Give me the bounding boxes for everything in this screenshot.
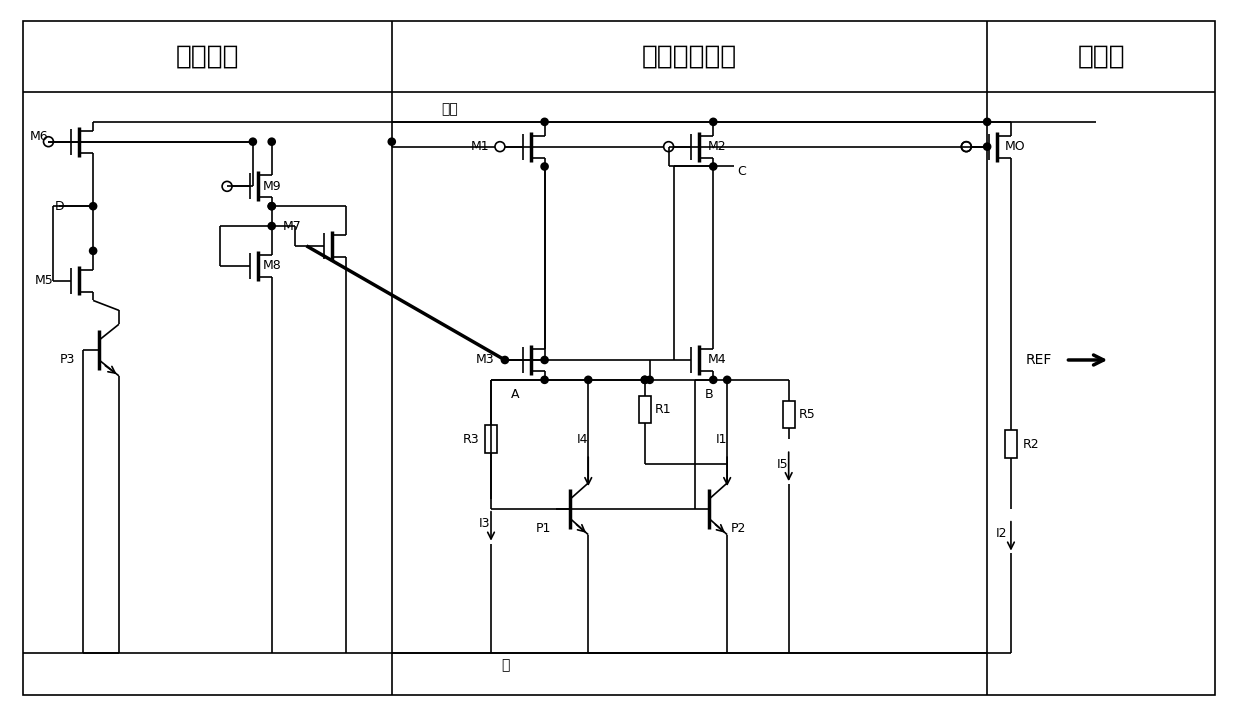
Text: M4: M4: [707, 353, 725, 366]
Circle shape: [89, 247, 97, 255]
Text: B: B: [704, 388, 713, 402]
Text: M9: M9: [263, 180, 281, 193]
Circle shape: [983, 118, 991, 125]
Circle shape: [268, 222, 275, 229]
Text: 基准产生电路: 基准产生电路: [642, 43, 737, 70]
Circle shape: [541, 376, 548, 384]
Circle shape: [249, 138, 257, 145]
Circle shape: [709, 118, 717, 125]
Text: M6: M6: [30, 130, 48, 143]
Text: C: C: [737, 165, 745, 178]
Bar: [1004, 430, 1017, 458]
Text: M1: M1: [471, 140, 490, 153]
Circle shape: [983, 143, 991, 150]
Text: REF: REF: [1025, 353, 1053, 367]
Bar: [485, 425, 497, 453]
Text: M3: M3: [476, 353, 495, 366]
Text: P2: P2: [732, 522, 746, 535]
Text: R5: R5: [799, 408, 816, 421]
Circle shape: [268, 203, 275, 209]
Text: M2: M2: [707, 140, 725, 153]
Circle shape: [646, 376, 653, 384]
Circle shape: [724, 376, 730, 384]
Circle shape: [388, 138, 396, 145]
Circle shape: [709, 376, 717, 384]
Text: I3: I3: [479, 517, 491, 530]
Text: R2: R2: [1023, 438, 1039, 451]
Text: I5: I5: [776, 457, 789, 470]
Circle shape: [89, 203, 97, 209]
Circle shape: [541, 356, 548, 364]
Circle shape: [268, 138, 275, 145]
Text: I4: I4: [577, 433, 588, 446]
Text: M5: M5: [35, 274, 53, 287]
Text: A: A: [511, 388, 520, 402]
Text: 启动电路: 启动电路: [176, 43, 239, 70]
Bar: [639, 396, 651, 424]
Text: R1: R1: [655, 403, 671, 416]
Text: 电源: 电源: [441, 102, 458, 116]
Text: I1: I1: [715, 433, 727, 446]
Text: D: D: [55, 200, 64, 213]
Text: 输出级: 输出级: [1078, 43, 1125, 70]
Circle shape: [641, 376, 649, 384]
Circle shape: [641, 376, 649, 384]
Circle shape: [541, 118, 548, 125]
Circle shape: [268, 203, 275, 209]
Text: R3: R3: [464, 433, 480, 446]
Text: MO: MO: [1004, 140, 1025, 153]
Circle shape: [501, 356, 508, 364]
Text: P1: P1: [536, 522, 551, 535]
Text: P3: P3: [60, 353, 74, 366]
Circle shape: [541, 163, 548, 170]
Circle shape: [585, 376, 591, 384]
Text: I2: I2: [996, 527, 1008, 540]
Text: M7: M7: [283, 219, 301, 232]
Circle shape: [709, 163, 717, 170]
Text: M8: M8: [263, 260, 281, 272]
Text: 地: 地: [501, 659, 510, 673]
Bar: [782, 401, 795, 429]
